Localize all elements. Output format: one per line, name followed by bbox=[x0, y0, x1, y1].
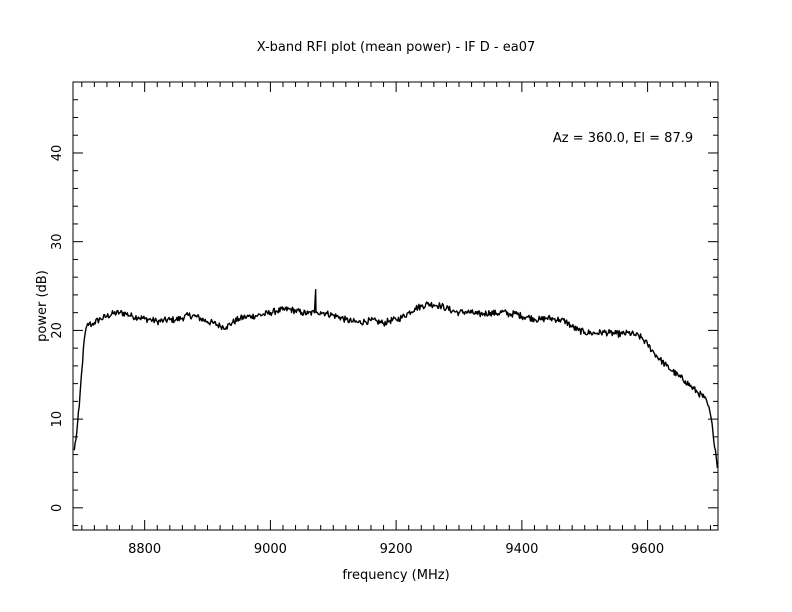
axis-ticks bbox=[73, 81, 718, 530]
x-tick-label: 9200 bbox=[380, 542, 413, 557]
y-tick-label: 10 bbox=[50, 411, 65, 428]
x-tick-label: 9000 bbox=[254, 542, 287, 557]
x-tick-label: 8800 bbox=[128, 542, 161, 557]
y-tick-label: 0 bbox=[50, 504, 65, 512]
plot-frame bbox=[72, 81, 719, 531]
tick-labels: 8800 9000 9200 9400 9600 0 10 20 30 40 bbox=[50, 145, 664, 557]
y-axis-label: power (dB) bbox=[35, 270, 50, 342]
y-tick-label: 40 bbox=[50, 145, 65, 162]
x-tick-label: 9600 bbox=[631, 542, 664, 557]
x-axis-label: frequency (MHz) bbox=[342, 568, 449, 583]
chart-title: X-band RFI plot (mean power) - IF D - ea… bbox=[257, 40, 536, 55]
y-tick-label: 20 bbox=[50, 322, 65, 339]
y-tick-label: 30 bbox=[50, 233, 65, 250]
series-group bbox=[73, 288, 719, 468]
annotation-az-el: Az = 360.0, El = 87.9 bbox=[553, 131, 693, 146]
x-tick-label: 9400 bbox=[505, 542, 538, 557]
power-spectrum-line bbox=[73, 288, 719, 468]
